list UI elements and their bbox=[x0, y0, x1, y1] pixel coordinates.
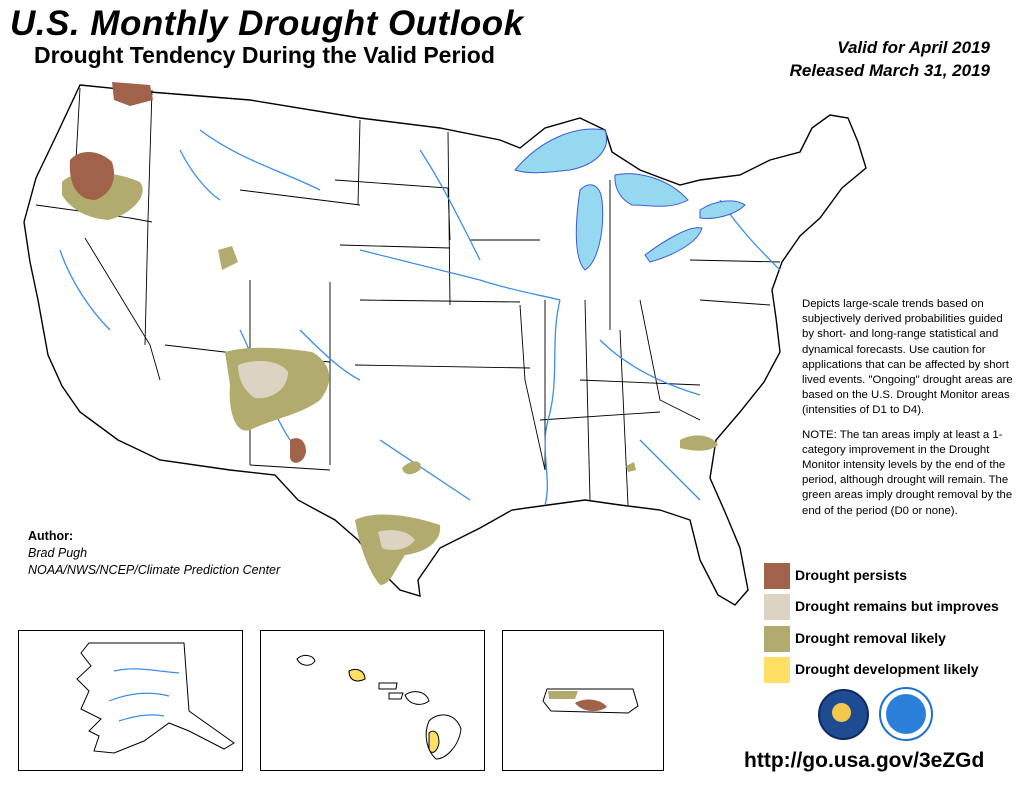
release-date: Released March 31, 2019 bbox=[789, 61, 990, 80]
alaska-map bbox=[76, 642, 235, 754]
map-title: U.S. Monthly Drought Outlook bbox=[10, 4, 524, 43]
doc-seal-logo bbox=[818, 689, 869, 740]
description-paragraph-1: Depicts large-scale trends based on subj… bbox=[802, 298, 1013, 417]
map-subtitle: Drought Tendency During the Valid Period bbox=[34, 42, 495, 68]
pacific-nw-persists bbox=[112, 82, 153, 106]
info-url[interactable]: http://go.usa.gov/3eZGd bbox=[744, 749, 985, 772]
conus-outline bbox=[23, 84, 867, 606]
legend-swatch-improves bbox=[764, 594, 790, 620]
legend-label-persists: Drought persists bbox=[795, 567, 908, 583]
noaa-bird-icon bbox=[886, 694, 926, 734]
legend-label-improves: Drought remains but improves bbox=[795, 598, 999, 614]
valid-period: Valid for April 2019 bbox=[837, 38, 990, 57]
eagle-icon bbox=[832, 703, 851, 722]
puerto-rico-inset bbox=[502, 630, 664, 771]
alaska-inset bbox=[18, 630, 243, 771]
puerto-rico-map bbox=[542, 688, 639, 714]
description-paragraph-2: NOTE: The tan areas imply at least a 1-c… bbox=[802, 428, 1013, 517]
great-lakes bbox=[514, 128, 746, 271]
legend-swatch-persists bbox=[764, 563, 790, 589]
author-label: Author: bbox=[28, 529, 74, 543]
georgia-removal bbox=[626, 462, 636, 472]
noaa-logo bbox=[879, 687, 933, 741]
four-corners-improves bbox=[238, 360, 288, 399]
legend-label-removal: Drought removal likely bbox=[795, 630, 946, 646]
new-mexico-persists bbox=[290, 438, 306, 463]
oregon-persists bbox=[69, 151, 115, 200]
description-panel: Depicts large-scale trends based on subj… bbox=[802, 297, 1016, 528]
utah-removal bbox=[218, 246, 238, 270]
texas-removal-south bbox=[355, 514, 441, 585]
hawaii-inset bbox=[260, 630, 485, 771]
legend-swatch-removal bbox=[764, 626, 790, 652]
legend-label-development: Drought development likely bbox=[795, 661, 979, 677]
texas-improves bbox=[378, 530, 415, 550]
legend-swatch-development bbox=[764, 657, 790, 683]
drought-areas bbox=[62, 82, 718, 585]
author-organization: NOAA/NWS/NCEP/Climate Prediction Center bbox=[28, 563, 281, 577]
hawaii-map bbox=[296, 654, 462, 760]
carolina-removal bbox=[680, 435, 718, 451]
texas-removal-west bbox=[402, 461, 421, 475]
author-block: Author: Brad Pugh NOAA/NWS/NCEP/Climate … bbox=[28, 528, 280, 579]
author-name: Brad Pugh bbox=[28, 546, 88, 560]
